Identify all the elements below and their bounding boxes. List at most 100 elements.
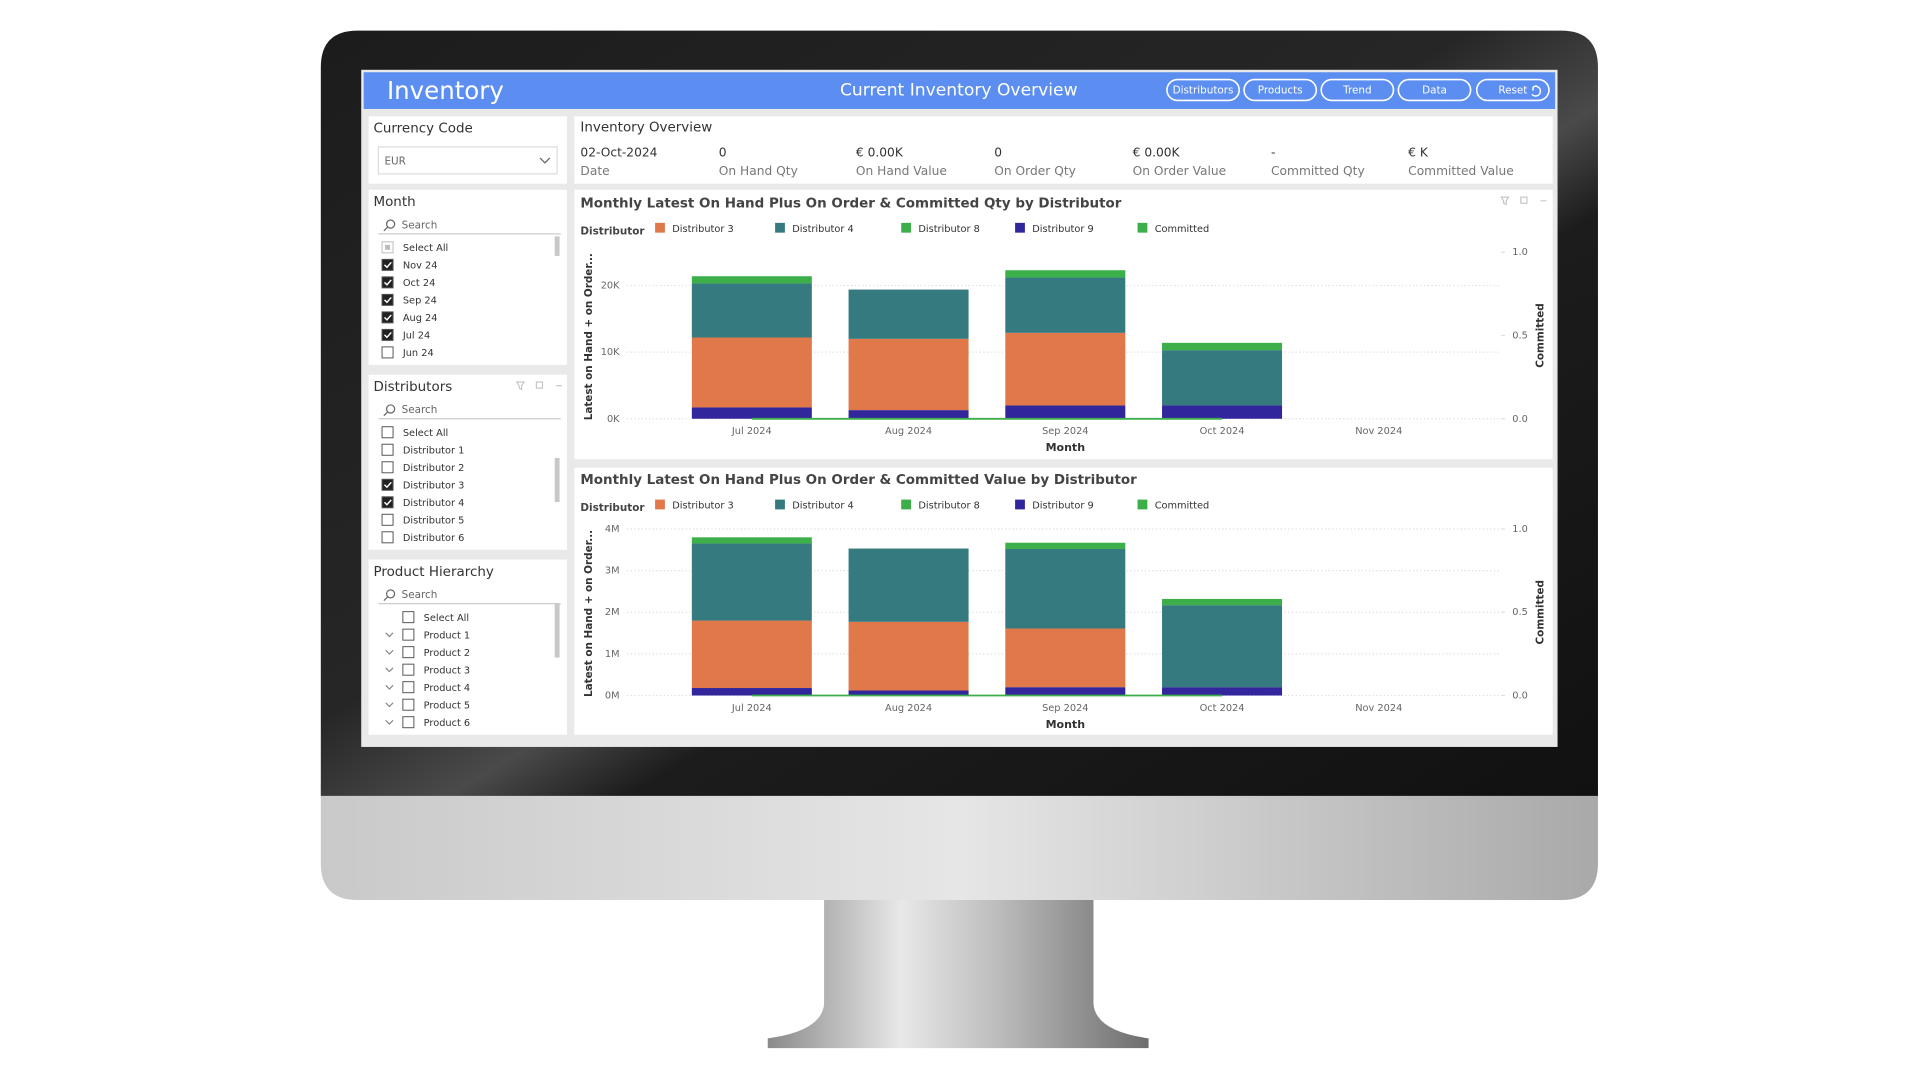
checkbox[interactable] — [402, 663, 415, 676]
checkbox[interactable] — [381, 293, 394, 306]
legend-swatch — [655, 499, 665, 510]
checkbox[interactable] — [381, 311, 394, 324]
x-tick-label: Aug 2024 — [885, 426, 932, 437]
y-axis-title: Latest on Hand + on Order... — [583, 530, 595, 697]
checkbox[interactable] — [381, 426, 394, 439]
slicer-item[interactable]: Distributor 1 — [403, 445, 465, 456]
panel — [574, 116, 1553, 184]
slicer-item[interactable]: Distributor 3 — [403, 480, 465, 491]
slicer-item[interactable]: Distributor 6 — [403, 533, 465, 544]
legend-swatch — [655, 222, 665, 233]
slicer-item[interactable]: Sep 24 — [403, 295, 437, 306]
nav-button-label[interactable]: Reset — [1498, 85, 1527, 97]
bar-segment — [1005, 687, 1126, 696]
slicer-item[interactable]: Jul 24 — [402, 331, 430, 342]
checkmark — [383, 279, 392, 286]
checkbox[interactable] — [402, 698, 415, 711]
bar-segment — [691, 688, 812, 696]
checkbox[interactable] — [402, 716, 415, 729]
checkbox[interactable] — [381, 478, 394, 491]
y-axis-title: Latest on Hand + on Order... — [583, 253, 595, 420]
checkbox[interactable] — [381, 258, 394, 271]
checkbox[interactable] — [381, 346, 394, 359]
slicer-item[interactable]: Product 4 — [424, 683, 470, 694]
kpi-value: € 0.00K — [1133, 146, 1181, 160]
slicer-item[interactable]: Product 6 — [424, 718, 470, 729]
chart-title: Monthly Latest On Hand Plus On Order & C… — [580, 196, 1121, 211]
chin — [320, 783, 1598, 900]
y-tick-label: 20K — [601, 281, 620, 292]
nav-button-label[interactable]: Trend — [1342, 85, 1371, 97]
slicer-item[interactable]: Product 2 — [424, 648, 470, 659]
nav-button-label[interactable]: Data — [1422, 85, 1447, 97]
nav-button[interactable] — [1397, 78, 1472, 102]
nav-button[interactable] — [1166, 78, 1240, 102]
expand-chevron — [385, 702, 394, 708]
slicer-item[interactable]: Product 3 — [424, 665, 470, 676]
checkbox[interactable] — [381, 513, 394, 526]
y-tick-label: 10K — [601, 347, 620, 358]
search-box[interactable]: Search — [402, 219, 438, 231]
checkbox[interactable] — [381, 328, 394, 341]
slicer-item[interactable]: Product 1 — [424, 630, 470, 641]
slicer-item[interactable]: Select All — [403, 428, 448, 439]
checkbox[interactable] — [381, 531, 394, 544]
bar-segment — [691, 537, 812, 544]
checkbox[interactable] — [381, 461, 394, 474]
dropdown[interactable] — [377, 146, 558, 175]
checkbox[interactable] — [381, 276, 394, 289]
bar-segment — [691, 337, 812, 408]
kpi-label: On Order Value — [1133, 164, 1227, 178]
checkbox[interactable] — [381, 496, 394, 509]
kpi-label: Date — [580, 164, 609, 178]
x-tick-label: Nov 2024 — [1355, 703, 1402, 714]
slicer-item[interactable]: Aug 24 — [403, 313, 438, 324]
bar-segment — [848, 289, 969, 339]
x-axis-title: Month — [1046, 441, 1085, 454]
y2-axis-title: Committed — [1534, 303, 1546, 367]
legend-label: Committed — [1155, 501, 1210, 512]
legend-label: Committed — [1155, 224, 1210, 235]
legend-label: Distributor 4 — [792, 224, 854, 235]
bar-segment — [691, 283, 812, 338]
slicer-item[interactable]: Jun 24 — [402, 348, 434, 359]
x-tick-label: Sep 2024 — [1042, 426, 1088, 437]
slicer-item[interactable]: Product 5 — [424, 700, 470, 711]
slicer-item[interactable]: Distributor 4 — [403, 498, 465, 509]
bar-segment — [1162, 687, 1283, 696]
visual-icons — [515, 381, 563, 391]
slicer-item[interactable]: Distributor 2 — [403, 463, 465, 474]
chart-title: Monthly Latest On Hand Plus On Order & C… — [580, 473, 1137, 488]
slicer-item[interactable]: Distributor 5 — [403, 515, 465, 526]
stand — [767, 900, 1149, 1049]
slicer-item[interactable]: Select All — [424, 613, 469, 624]
y-tick-label: 4M — [605, 524, 620, 535]
expand-chevron — [385, 684, 394, 690]
search-box[interactable]: Search — [402, 404, 438, 416]
bar-segment — [1005, 548, 1126, 629]
checkbox[interactable] — [402, 611, 415, 624]
x-tick-label: Aug 2024 — [885, 703, 932, 714]
nav-button-label[interactable]: Products — [1258, 85, 1303, 97]
nav-button-label[interactable]: Distributors — [1173, 85, 1234, 97]
nav-button[interactable] — [1475, 78, 1550, 102]
legend-swatch — [775, 499, 785, 510]
slicer-item[interactable]: Oct 24 — [403, 278, 435, 289]
checkbox[interactable] — [402, 681, 415, 694]
search-icon — [383, 596, 388, 602]
y2-axis-title: Committed — [1534, 580, 1546, 644]
checkbox[interactable] — [402, 628, 415, 641]
dropdown-value[interactable]: EUR — [384, 156, 405, 168]
checkbox[interactable] — [402, 646, 415, 659]
kpi-label: Committed Value — [1408, 164, 1514, 178]
y-tick-label: 0M — [605, 691, 620, 702]
y-tick-label: 0K — [607, 414, 620, 425]
nav-button[interactable] — [1320, 78, 1395, 102]
expand-chevron — [385, 719, 394, 725]
nav-button[interactable] — [1243, 78, 1318, 102]
checkbox[interactable] — [381, 443, 394, 456]
slicer-item[interactable]: Select All — [403, 243, 448, 254]
y2-tick-label: 0.5 — [1512, 607, 1528, 618]
search-box[interactable]: Search — [402, 589, 438, 601]
slicer-item[interactable]: Nov 24 — [403, 260, 438, 271]
